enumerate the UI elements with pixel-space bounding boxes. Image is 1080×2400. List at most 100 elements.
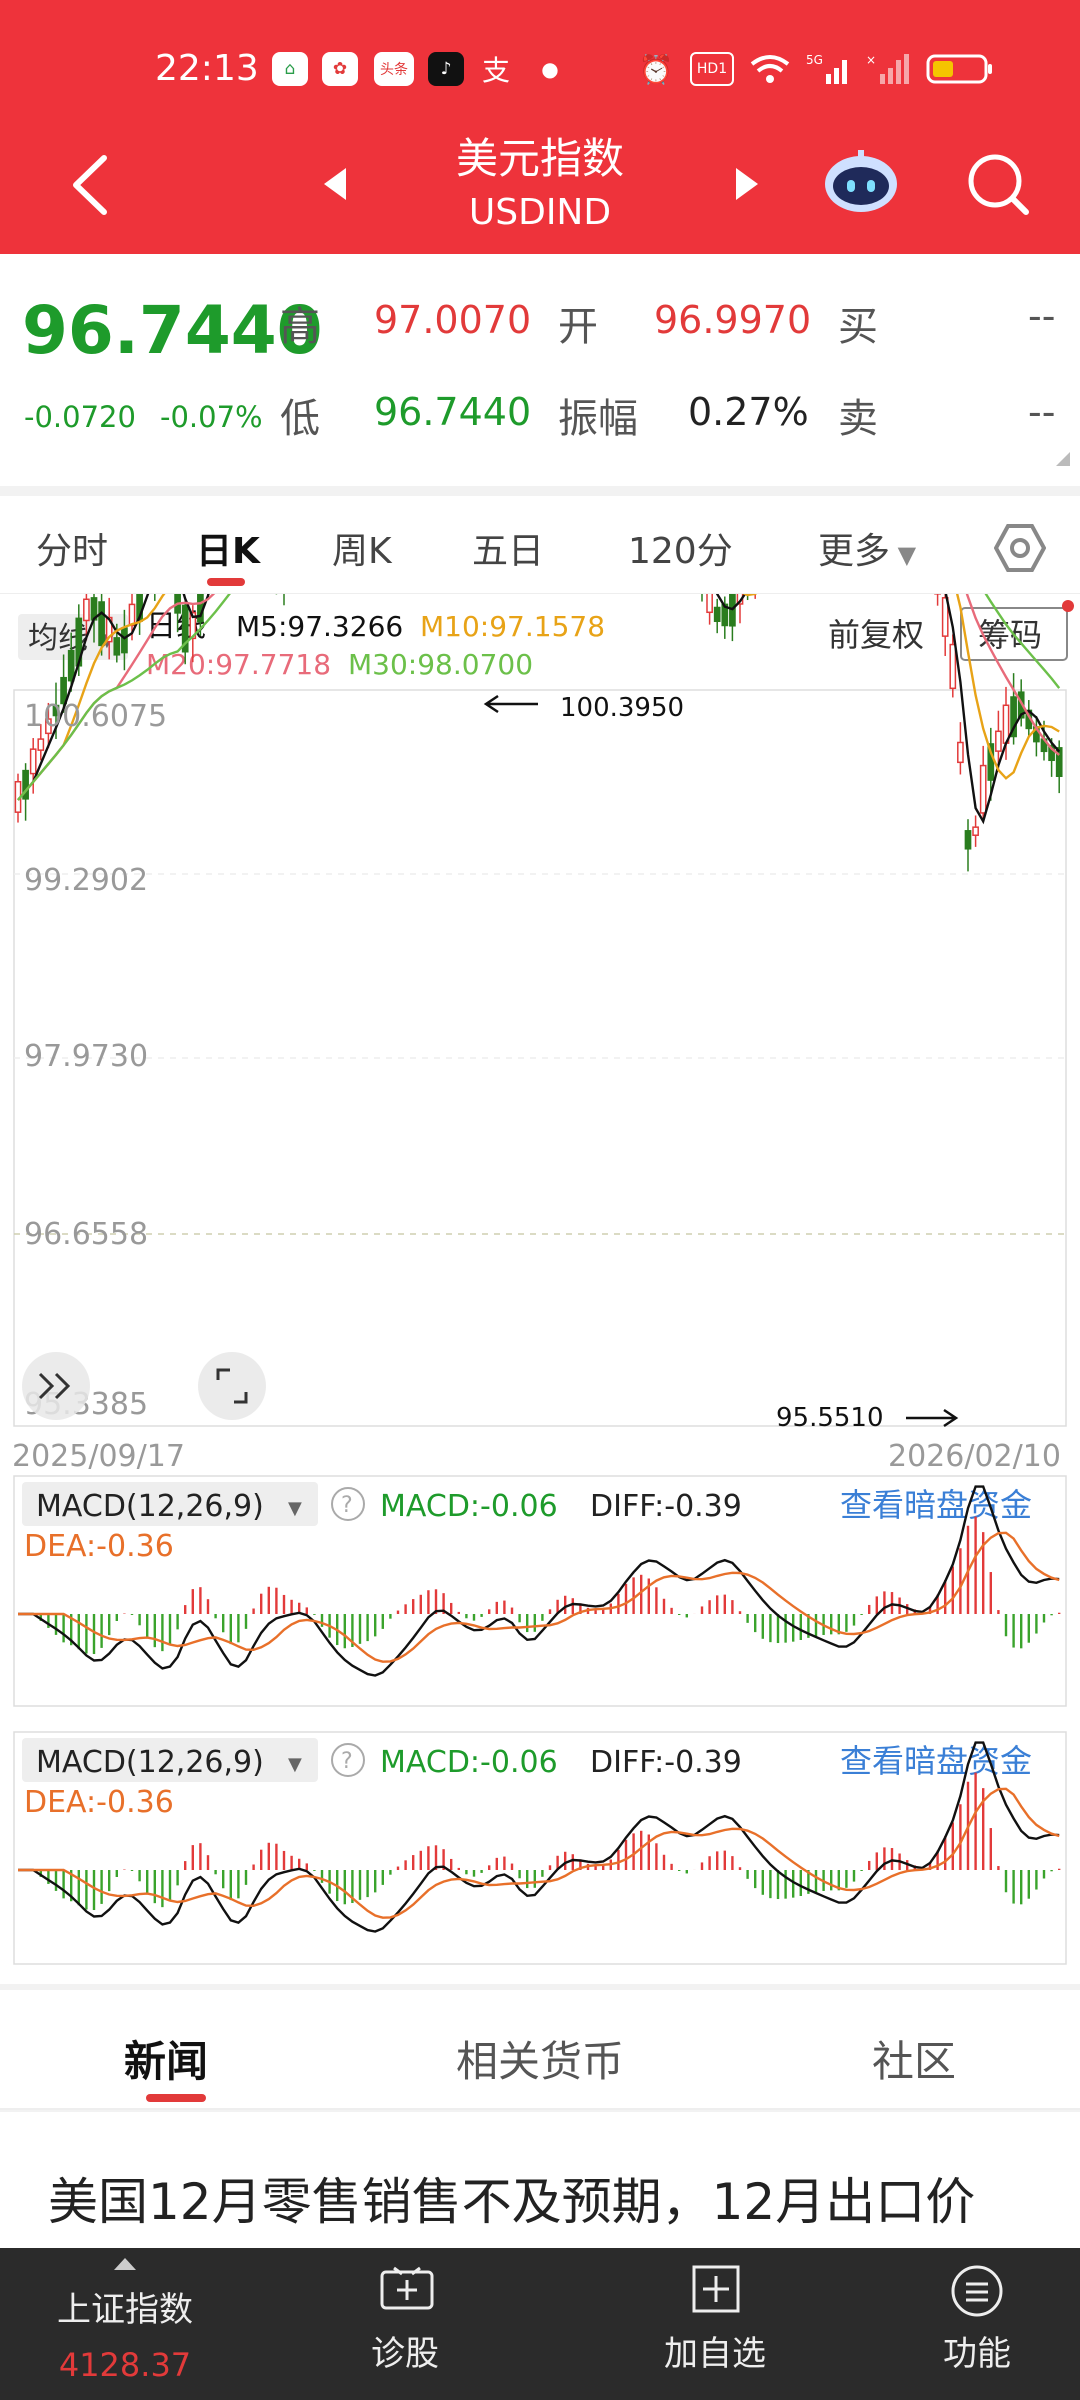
alarm-icon: ⏰ [638, 52, 674, 86]
macd-2-dea: DEA:-0.36 [24, 1785, 174, 1820]
index-name: 上证指数 [57, 2290, 193, 2330]
candle [713, 606, 721, 623]
candle [987, 743, 995, 781]
ma5-value: M5:97.3266 [236, 610, 403, 643]
help-icon[interactable] [331, 1743, 365, 1777]
help-icon[interactable] [331, 1487, 365, 1521]
sell-label: 卖 [838, 396, 878, 442]
add-watch-button[interactable]: 加自选 [645, 2248, 785, 2400]
macd-dea-line [18, 1531, 1060, 1663]
amplitude-label: 振幅 [558, 396, 638, 442]
battery-icon [926, 52, 994, 86]
robot-assistant-icon[interactable] [822, 148, 900, 216]
buy-value: -- [1028, 294, 1056, 338]
tab-community[interactable]: 社区 [872, 2037, 957, 2086]
news-headline[interactable]: 美国12月零售销售不及预期，12月出口价 [0, 2112, 1080, 2252]
dot-icon: ● [541, 57, 559, 81]
index-value: 4128.37 [58, 2346, 192, 2384]
fullscreen-icon[interactable] [198, 1352, 266, 1420]
macd-selector-1-caret-icon: ▼ [288, 1498, 302, 1519]
news-headline-text: 美国12月零售销售不及预期，12月出口价 [48, 2173, 976, 2231]
double-chevron-icon[interactable] [22, 1352, 90, 1420]
no-signal-icon: × [866, 52, 910, 86]
tab-weekly-k[interactable]: 周K [332, 531, 392, 572]
bottom-toolbar: 上证指数 4128.37 诊股 加自选 功能 [0, 2248, 1080, 2400]
macd-selector-2-caret-icon: ▼ [288, 1754, 302, 1775]
status-bar: 22:13 ⌂ ✿ 头条 ♪ 支 ● ⏰ HD1 5G × [0, 40, 1080, 100]
macd-dea-line [18, 1787, 1060, 1919]
add-watch-icon [692, 2265, 740, 2313]
candle [45, 718, 52, 735]
chips-button-label: 筹码 [978, 616, 1042, 654]
signal-icon: 5G [806, 52, 850, 86]
y-tick-label: 100.6075 [24, 699, 167, 734]
tab-intraday[interactable]: 分时 [36, 531, 109, 572]
news-tabs: 新闻 相关货币 社区 [0, 1990, 1080, 2110]
ma20-value: M20:97.7718 [146, 648, 331, 681]
diagnose-label: 诊股 [371, 2334, 439, 2374]
candle [67, 649, 75, 682]
expand-corner-icon[interactable] [1054, 450, 1072, 468]
back-arrow-icon[interactable] [60, 150, 130, 220]
prev-triangle-icon[interactable] [318, 164, 352, 204]
sell-value: -- [1028, 390, 1056, 434]
tab-120min[interactable]: 120分 [628, 531, 733, 572]
candle [1010, 696, 1017, 738]
search-icon[interactable] [962, 148, 1032, 218]
candle [972, 826, 979, 836]
menu-button[interactable]: 功能 [912, 2248, 1042, 2400]
macd-2-diff: DIFF:-0.39 [590, 1745, 742, 1780]
macd-diff-line [18, 1485, 1060, 1677]
diagnose-icon [380, 2266, 434, 2310]
candle [22, 769, 29, 800]
tab-five-day[interactable]: 五日 [472, 531, 545, 572]
macd-2-value: MACD:-0.06 [380, 1745, 558, 1780]
low-mark-label: 95.5510 [776, 1403, 884, 1433]
high-value: 97.0070 [374, 298, 532, 342]
candle [995, 730, 1002, 752]
macd-1-dea: DEA:-0.36 [24, 1529, 174, 1564]
candle [941, 597, 949, 637]
menu-icon [951, 2265, 1003, 2317]
macd-1-link[interactable]: 查看暗盘资金 [840, 1486, 1032, 1524]
tab-related-currency[interactable]: 相关货币 [456, 2037, 625, 2086]
menu-label: 功能 [943, 2334, 1011, 2374]
current-price: 96.7440 [22, 292, 323, 369]
candle [957, 741, 964, 764]
adjust-label[interactable]: 前复权 [828, 616, 924, 654]
add-watch-label: 加自选 [664, 2334, 766, 2374]
tab-news[interactable]: 新闻 [124, 2037, 209, 2086]
ma10-value: M10:97.1578 [420, 610, 605, 643]
kline-chart[interactable]: 均线 ▼ 日线 M5:97.3266 M10:97.1578 M20:97.77… [0, 326, 1080, 1984]
candle [1048, 745, 1055, 762]
page-title: 美元指数 [455, 134, 624, 183]
macd-selector-1-label: MACD(12,26,9) [36, 1489, 264, 1524]
svg-text:×: × [866, 53, 876, 67]
tab-more-label: 更多 [818, 531, 891, 572]
tab-more[interactable]: 更多 ▼ [818, 522, 916, 574]
diagnose-button[interactable]: 诊股 [340, 2248, 470, 2400]
macd-selector-2[interactable] [22, 1738, 318, 1782]
low-mark-arrow [906, 1408, 959, 1428]
ele-icon: ⌂ [272, 52, 308, 86]
app-icon: ✿ [322, 52, 358, 86]
price-change-pct: -0.07% [160, 400, 263, 434]
notification-dot [1062, 600, 1074, 612]
macd-2-link[interactable]: 查看暗盘资金 [840, 1742, 1032, 1780]
low-label: 低 [280, 396, 320, 442]
index-ticker[interactable]: 上证指数 4128.37 [30, 2248, 220, 2400]
active-news-tab-indicator [146, 2094, 206, 2102]
macd-selector-1[interactable] [22, 1482, 318, 1526]
high-label: 高 [280, 304, 320, 350]
candle [189, 611, 197, 640]
hexagon-settings-icon[interactable] [994, 522, 1046, 574]
candle [706, 565, 713, 614]
next-triangle-icon[interactable] [730, 164, 764, 204]
tab-daily-k[interactable]: 日K [196, 531, 260, 572]
y-tick-label: 97.9730 [24, 1039, 148, 1074]
start-date-label: 2025/09/17 [12, 1439, 185, 1474]
toutiao-icon: 头条 [374, 52, 414, 86]
open-label: 开 [558, 304, 598, 350]
candle [979, 764, 987, 814]
amplitude-value: 0.27% [688, 390, 809, 434]
